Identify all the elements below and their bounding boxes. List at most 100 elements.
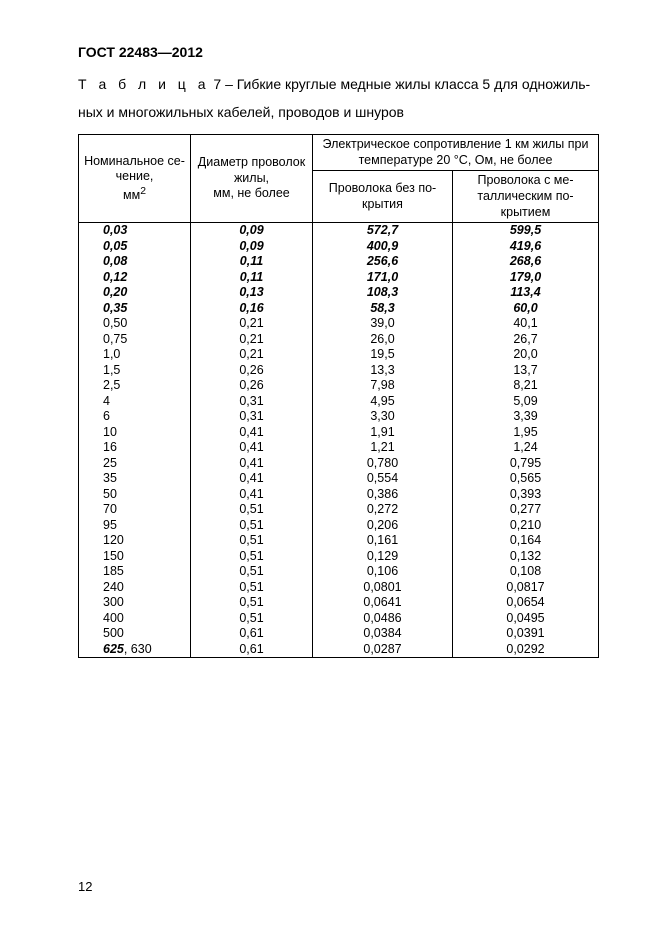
cell-diameter: 0,41: [191, 471, 313, 487]
cell-resistance-metal-coat: 1,24: [453, 440, 599, 456]
cell-resistance-no-coat: 0,272: [313, 502, 453, 518]
cell-resistance-no-coat: 0,780: [313, 456, 453, 472]
cell-diameter: 0,21: [191, 316, 313, 332]
cell-resistance-no-coat: 26,0: [313, 332, 453, 348]
cell-resistance-no-coat: 0,386: [313, 487, 453, 503]
cell-resistance-metal-coat: 3,39: [453, 409, 599, 425]
table-row: 0,030,09572,7599,5: [79, 223, 599, 239]
cell-resistance-metal-coat: 599,5: [453, 223, 599, 239]
table-row: 0,350,1658,360,0: [79, 301, 599, 317]
cell-diameter: 0,51: [191, 502, 313, 518]
cell-section: 240: [79, 580, 191, 596]
cell-section: 10: [79, 425, 191, 441]
cell-resistance-metal-coat: 179,0: [453, 270, 599, 286]
table-row: 1,00,2119,520,0: [79, 347, 599, 363]
cell-resistance-no-coat: 7,98: [313, 378, 453, 394]
page-number: 12: [78, 879, 92, 894]
cell-resistance-no-coat: 256,6: [313, 254, 453, 270]
table-row: 500,410,3860,393: [79, 487, 599, 503]
cell-resistance-metal-coat: 26,7: [453, 332, 599, 348]
cell-diameter: 0,41: [191, 440, 313, 456]
cell-diameter: 0,51: [191, 580, 313, 596]
col-header-resistance-group: Электрическое сопротивление 1 км жилы пр…: [313, 135, 599, 171]
table-row: 40,314,955,09: [79, 394, 599, 410]
table-row: 0,080,11256,6268,6: [79, 254, 599, 270]
cell-resistance-metal-coat: 5,09: [453, 394, 599, 410]
cell-resistance-metal-coat: 0,0495: [453, 611, 599, 627]
cell-diameter: 0,51: [191, 611, 313, 627]
cell-diameter: 0,09: [191, 223, 313, 239]
cell-section: 4: [79, 394, 191, 410]
cell-diameter: 0,26: [191, 363, 313, 379]
table-row: 0,500,2139,040,1: [79, 316, 599, 332]
cell-diameter: 0,51: [191, 595, 313, 611]
table-row: 250,410,7800,795: [79, 456, 599, 472]
cell-resistance-no-coat: 0,0287: [313, 642, 453, 658]
gost-header: ГОСТ 22483—2012: [78, 44, 599, 60]
cell-section: 95: [79, 518, 191, 534]
table-row: 950,510,2060,210: [79, 518, 599, 534]
table-row: 700,510,2720,277: [79, 502, 599, 518]
cell-section: 25: [79, 456, 191, 472]
cell-resistance-no-coat: 0,106: [313, 564, 453, 580]
cell-resistance-metal-coat: 113,4: [453, 285, 599, 301]
cell-resistance-metal-coat: 60,0: [453, 301, 599, 317]
cell-diameter: 0,51: [191, 549, 313, 565]
cell-section: 625, 630: [79, 642, 191, 658]
table-row: 3000,510,06410,0654: [79, 595, 599, 611]
cell-resistance-metal-coat: 0,108: [453, 564, 599, 580]
table-row: 1850,510,1060,108: [79, 564, 599, 580]
cell-diameter: 0,51: [191, 533, 313, 549]
cell-section: 300: [79, 595, 191, 611]
cell-section: 0,08: [79, 254, 191, 270]
table-row: 1,50,2613,313,7: [79, 363, 599, 379]
cell-diameter: 0,21: [191, 332, 313, 348]
cell-section: 120: [79, 533, 191, 549]
cell-section: 150: [79, 549, 191, 565]
table-row: 4000,510,04860,0495: [79, 611, 599, 627]
cell-resistance-metal-coat: 0,132: [453, 549, 599, 565]
table-row: 1200,510,1610,164: [79, 533, 599, 549]
cell-diameter: 0,51: [191, 564, 313, 580]
cell-section: 6: [79, 409, 191, 425]
cell-section: 70: [79, 502, 191, 518]
cell-resistance-metal-coat: 8,21: [453, 378, 599, 394]
page-content: ГОСТ 22483—2012 Т а б л и ц а 7 – Гибкие…: [0, 0, 661, 658]
cell-resistance-no-coat: 58,3: [313, 301, 453, 317]
cell-section: 0,35: [79, 301, 191, 317]
cell-resistance-no-coat: 0,554: [313, 471, 453, 487]
cell-section: 0,12: [79, 270, 191, 286]
col-header-section: Номинальное се-чение, мм2: [79, 135, 191, 223]
cell-diameter: 0,61: [191, 642, 313, 658]
cell-section: 1,0: [79, 347, 191, 363]
cell-section: 50: [79, 487, 191, 503]
cell-diameter: 0,41: [191, 487, 313, 503]
cell-diameter: 0,41: [191, 425, 313, 441]
cell-resistance-metal-coat: 0,0391: [453, 626, 599, 642]
cell-resistance-no-coat: 400,9: [313, 239, 453, 255]
table-row: 0,200,13108,3113,4: [79, 285, 599, 301]
cell-diameter: 0,11: [191, 254, 313, 270]
cell-resistance-metal-coat: 0,565: [453, 471, 599, 487]
cell-resistance-metal-coat: 40,1: [453, 316, 599, 332]
cell-resistance-metal-coat: 419,6: [453, 239, 599, 255]
data-table: Номинальное се-чение, мм2 Диаметр провол…: [78, 134, 599, 658]
cell-diameter: 0,51: [191, 518, 313, 534]
cell-section: 0,03: [79, 223, 191, 239]
cell-resistance-metal-coat: 20,0: [453, 347, 599, 363]
cell-resistance-no-coat: 19,5: [313, 347, 453, 363]
cell-diameter: 0,13: [191, 285, 313, 301]
cell-resistance-no-coat: 0,0384: [313, 626, 453, 642]
cell-section: 16: [79, 440, 191, 456]
cell-resistance-metal-coat: 0,0292: [453, 642, 599, 658]
table-row: 0,120,11171,0179,0: [79, 270, 599, 286]
cell-diameter: 0,11: [191, 270, 313, 286]
table-row: 2400,510,08010,0817: [79, 580, 599, 596]
cell-resistance-no-coat: 4,95: [313, 394, 453, 410]
cell-diameter: 0,09: [191, 239, 313, 255]
cell-resistance-no-coat: 0,0486: [313, 611, 453, 627]
cell-resistance-no-coat: 0,0801: [313, 580, 453, 596]
cell-section: 0,50: [79, 316, 191, 332]
cell-section: 35: [79, 471, 191, 487]
cell-resistance-metal-coat: 0,164: [453, 533, 599, 549]
